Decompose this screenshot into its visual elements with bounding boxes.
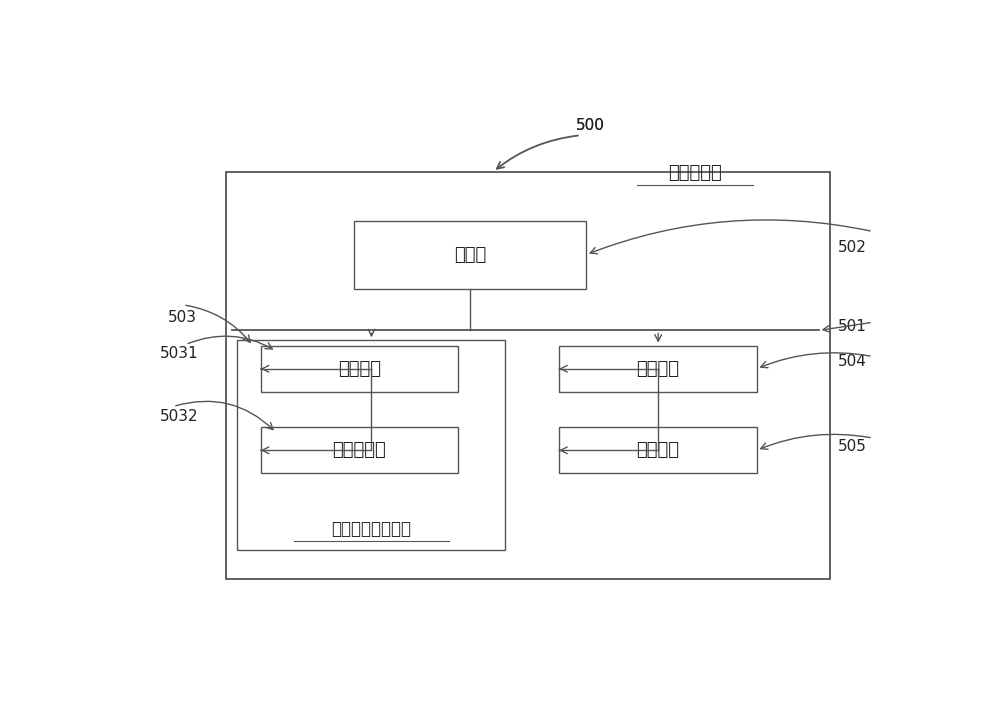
Text: 504: 504 [838, 354, 867, 369]
Bar [559, 346, 757, 392]
Text: 内存储器: 内存储器 [636, 360, 679, 378]
Bar [237, 340, 505, 549]
Text: 500: 500 [576, 118, 604, 133]
Text: 501: 501 [838, 318, 867, 334]
Bar [354, 220, 586, 289]
Text: 操作系统: 操作系统 [338, 360, 381, 378]
Text: 500: 500 [576, 118, 604, 133]
Text: 计算机程序: 计算机程序 [333, 441, 386, 460]
Text: 非易失性存储介质: 非易失性存储介质 [331, 520, 411, 538]
Bar [226, 172, 830, 580]
Text: 网络接口: 网络接口 [636, 441, 679, 460]
Text: 503: 503 [168, 310, 197, 325]
Bar [261, 427, 458, 474]
Text: 505: 505 [838, 438, 867, 454]
Bar [261, 346, 458, 392]
Text: 5032: 5032 [160, 409, 198, 424]
Text: 计算机设备: 计算机设备 [668, 164, 722, 181]
Text: 处理器: 处理器 [454, 246, 486, 263]
Bar [559, 427, 757, 474]
Text: 5031: 5031 [160, 347, 198, 361]
Text: 502: 502 [838, 240, 867, 256]
